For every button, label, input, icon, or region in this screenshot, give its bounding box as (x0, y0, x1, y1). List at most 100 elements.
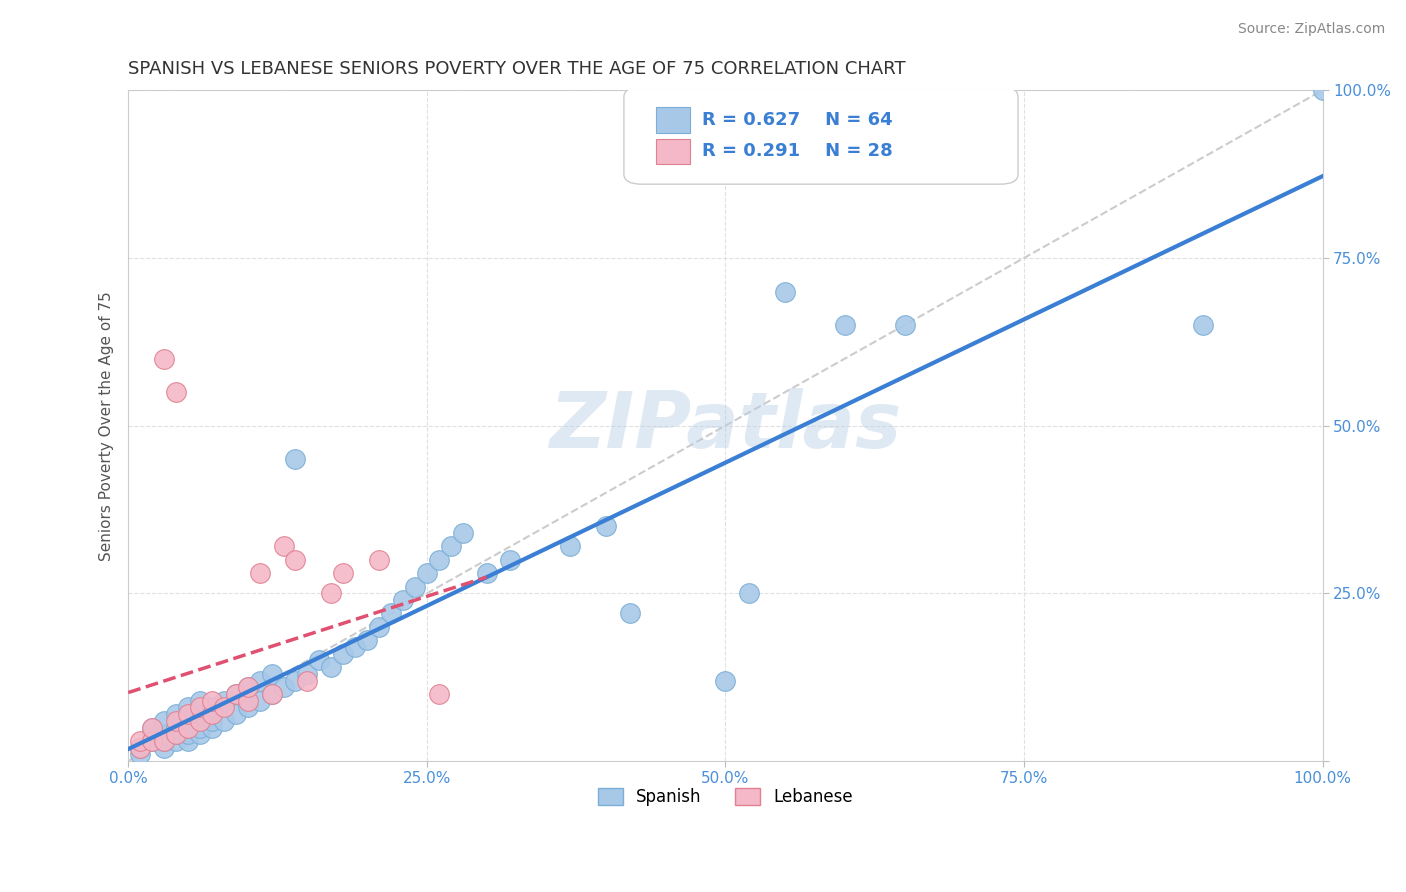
Point (260, 687, 283, 701)
Point (475, 566, 498, 581)
Point (201, 694, 224, 708)
FancyBboxPatch shape (624, 87, 1018, 184)
Point (141, 721, 163, 735)
Point (392, 593, 415, 607)
Point (165, 734, 187, 748)
Point (129, 734, 152, 748)
Point (141, 721, 163, 735)
Point (714, 673, 737, 688)
Point (404, 580, 426, 594)
Point (129, 747, 152, 762)
Point (165, 707, 187, 722)
Point (427, 553, 450, 567)
Point (249, 566, 271, 581)
Point (427, 687, 450, 701)
Point (308, 653, 330, 667)
Point (165, 385, 187, 400)
Point (249, 673, 271, 688)
Point (165, 727, 187, 741)
Point (332, 566, 354, 581)
Point (356, 633, 378, 648)
Point (380, 607, 402, 621)
Point (141, 727, 163, 741)
Point (834, 318, 856, 332)
Point (165, 714, 187, 728)
Point (177, 727, 200, 741)
Point (201, 721, 224, 735)
Point (738, 586, 761, 600)
Point (297, 673, 319, 688)
Point (188, 714, 211, 728)
Point (273, 540, 295, 554)
Point (141, 734, 163, 748)
Point (177, 721, 200, 735)
Point (344, 640, 367, 654)
Point (236, 694, 259, 708)
Text: ZIPatlas: ZIPatlas (550, 388, 901, 464)
FancyBboxPatch shape (657, 138, 689, 164)
Point (188, 727, 211, 741)
Point (893, 318, 915, 332)
Point (1192, 318, 1215, 332)
Text: Source: ZipAtlas.com: Source: ZipAtlas.com (1237, 22, 1385, 37)
Point (153, 734, 176, 748)
Point (201, 700, 224, 714)
Point (129, 740, 152, 755)
Point (560, 540, 582, 554)
Point (284, 553, 307, 567)
Point (153, 734, 176, 748)
Point (260, 687, 283, 701)
Point (212, 700, 235, 714)
FancyBboxPatch shape (657, 107, 689, 133)
Point (177, 734, 200, 748)
Point (249, 694, 271, 708)
Point (212, 714, 235, 728)
Point (177, 721, 200, 735)
Point (225, 687, 247, 701)
Point (153, 351, 176, 366)
Point (225, 687, 247, 701)
Point (188, 707, 211, 722)
Point (619, 607, 641, 621)
Point (153, 714, 176, 728)
Point (236, 681, 259, 695)
Point (1312, 83, 1334, 97)
Point (236, 681, 259, 695)
Point (260, 666, 283, 681)
Point (368, 620, 391, 634)
Point (321, 586, 343, 600)
Point (177, 707, 200, 722)
Point (595, 519, 617, 533)
Point (129, 740, 152, 755)
Point (451, 526, 474, 541)
Point (284, 452, 307, 467)
Point (201, 714, 224, 728)
Point (236, 700, 259, 714)
Point (177, 714, 200, 728)
Point (201, 707, 224, 722)
Legend: Spanish, Lebanese: Spanish, Lebanese (591, 781, 859, 814)
Point (153, 740, 176, 755)
Point (188, 700, 211, 714)
Text: R = 0.291    N = 28: R = 0.291 N = 28 (702, 143, 893, 161)
Point (165, 727, 187, 741)
Point (368, 553, 391, 567)
Point (141, 734, 163, 748)
Point (773, 285, 796, 299)
Point (297, 666, 319, 681)
Y-axis label: Seniors Poverty Over the Age of 75: Seniors Poverty Over the Age of 75 (100, 291, 114, 560)
Point (165, 721, 187, 735)
Point (188, 721, 211, 735)
Text: SPANISH VS LEBANESE SENIORS POVERTY OVER THE AGE OF 75 CORRELATION CHART: SPANISH VS LEBANESE SENIORS POVERTY OVER… (128, 60, 905, 78)
Point (321, 660, 343, 674)
Point (416, 566, 439, 581)
Point (153, 727, 176, 741)
Point (440, 540, 463, 554)
Point (284, 673, 307, 688)
Point (188, 694, 211, 708)
Point (212, 694, 235, 708)
Point (177, 700, 200, 714)
Point (332, 647, 354, 661)
Text: R = 0.627    N = 64: R = 0.627 N = 64 (702, 111, 893, 128)
Point (499, 553, 522, 567)
